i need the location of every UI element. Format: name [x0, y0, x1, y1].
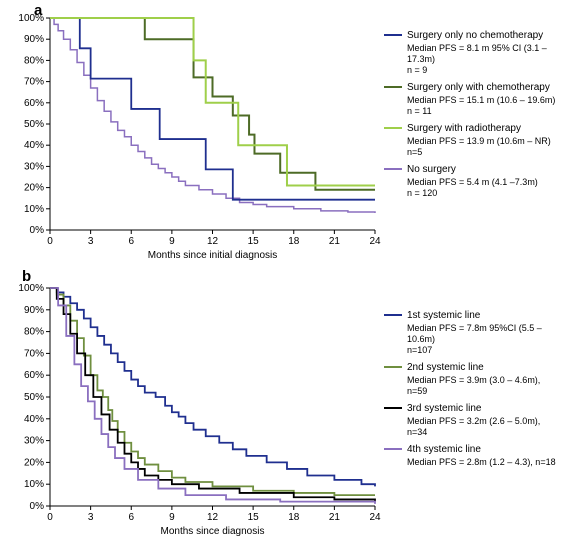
panel-a-legend: Surgery only no chemotherapyMedian PFS =…	[384, 30, 561, 205]
series-surgery-only-no-chemo	[50, 18, 375, 200]
legend-swatch	[384, 127, 402, 129]
svg-text:0%: 0%	[30, 501, 45, 512]
svg-text:18: 18	[288, 236, 300, 247]
svg-text:0%: 0%	[30, 225, 45, 236]
svg-text:80%: 80%	[24, 327, 44, 338]
legend-text: Surgery only no chemotherapyMedian PFS =…	[407, 30, 561, 76]
legend-entry-line3: 3rd systemic lineMedian PFS = 3.2m (2.6 …	[384, 403, 561, 438]
svg-text:Months since initial diagnosis: Months since initial diagnosis	[148, 250, 278, 261]
svg-text:90%: 90%	[24, 34, 44, 45]
svg-text:10%: 10%	[24, 204, 44, 215]
svg-text:40%: 40%	[24, 414, 44, 425]
svg-text:100%: 100%	[18, 14, 44, 24]
svg-text:20%: 20%	[24, 457, 44, 468]
svg-text:70%: 70%	[24, 348, 44, 359]
svg-text:9: 9	[169, 236, 175, 247]
svg-text:18: 18	[288, 512, 300, 523]
legend-text: 2nd systemic lineMedian PFS = 3.9m (3.0 …	[407, 362, 561, 397]
series-line1	[50, 288, 375, 486]
svg-text:40%: 40%	[24, 140, 44, 151]
svg-text:100%: 100%	[18, 284, 44, 294]
legend-text: 1st systemic lineMedian PFS = 7.8m 95%CI…	[407, 310, 561, 356]
svg-text:24: 24	[369, 512, 381, 523]
svg-text:3: 3	[88, 236, 94, 247]
legend-entry-surgery-only-no-chemo: Surgery only no chemotherapyMedian PFS =…	[384, 30, 561, 76]
legend-text: 4th systemic lineMedian PFS = 2.8m (1.2 …	[407, 444, 556, 468]
series-no-surgery	[50, 18, 375, 213]
svg-text:20%: 20%	[24, 183, 44, 194]
svg-text:15: 15	[248, 236, 260, 247]
svg-text:24: 24	[369, 236, 381, 247]
legend-swatch	[384, 407, 402, 409]
svg-text:10%: 10%	[24, 479, 44, 490]
svg-text:12: 12	[207, 512, 219, 523]
svg-text:12: 12	[207, 236, 219, 247]
svg-text:15: 15	[248, 512, 260, 523]
svg-text:0: 0	[47, 236, 53, 247]
legend-swatch	[384, 168, 402, 170]
series-surgery-only-with-chemo	[50, 18, 375, 190]
legend-entry-surgery-with-rt: Surgery with radiotherapyMedian PFS = 13…	[384, 123, 561, 158]
series-line3	[50, 288, 375, 502]
legend-entry-no-surgery: No surgeryMedian PFS = 5.4 m (4.1 –7.3m)…	[384, 164, 561, 199]
legend-entry-line4: 4th systemic lineMedian PFS = 2.8m (1.2 …	[384, 444, 561, 468]
panel-b-label: b	[22, 268, 31, 285]
panel-b-plot: 0%10%20%30%40%50%60%70%80%90%100%0369121…	[50, 288, 375, 506]
legend-text: Surgery with radiotherapyMedian PFS = 13…	[407, 123, 551, 158]
svg-text:30%: 30%	[24, 161, 44, 172]
svg-text:21: 21	[329, 236, 341, 247]
svg-text:70%: 70%	[24, 77, 44, 88]
svg-text:21: 21	[329, 512, 341, 523]
panel-a-plot: 0%10%20%30%40%50%60%70%80%90%100%0369121…	[50, 18, 375, 230]
legend-entry-line2: 2nd systemic lineMedian PFS = 3.9m (3.0 …	[384, 362, 561, 397]
svg-text:6: 6	[128, 512, 134, 523]
svg-text:90%: 90%	[24, 305, 44, 316]
svg-text:3: 3	[88, 512, 94, 523]
legend-text: 3rd systemic lineMedian PFS = 3.2m (2.6 …	[407, 403, 561, 438]
legend-text: Surgery only with chemotherapyMedian PFS…	[407, 82, 555, 117]
series-surgery-with-rt	[50, 18, 375, 185]
legend-swatch	[384, 366, 402, 368]
svg-text:6: 6	[128, 236, 134, 247]
legend-entry-surgery-only-with-chemo: Surgery only with chemotherapyMedian PFS…	[384, 82, 561, 117]
panel-b-legend: 1st systemic lineMedian PFS = 7.8m 95%CI…	[384, 310, 561, 474]
svg-text:9: 9	[169, 512, 175, 523]
legend-swatch	[384, 34, 402, 36]
legend-entry-line1: 1st systemic lineMedian PFS = 7.8m 95%CI…	[384, 310, 561, 356]
svg-text:30%: 30%	[24, 436, 44, 447]
svg-text:60%: 60%	[24, 370, 44, 381]
series-line4	[50, 288, 375, 504]
svg-text:Months since diagnosis: Months since diagnosis	[161, 526, 265, 537]
svg-text:80%: 80%	[24, 55, 44, 66]
series-line2	[50, 288, 375, 495]
svg-text:50%: 50%	[24, 119, 44, 130]
svg-text:50%: 50%	[24, 392, 44, 403]
svg-text:60%: 60%	[24, 98, 44, 109]
legend-swatch	[384, 314, 402, 316]
legend-swatch	[384, 86, 402, 88]
legend-swatch	[384, 448, 402, 450]
svg-text:0: 0	[47, 512, 53, 523]
legend-text: No surgeryMedian PFS = 5.4 m (4.1 –7.3m)…	[407, 164, 538, 199]
